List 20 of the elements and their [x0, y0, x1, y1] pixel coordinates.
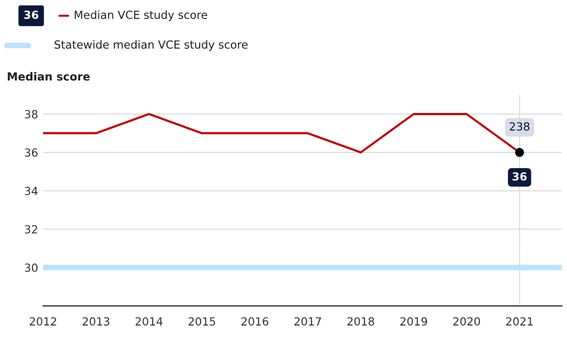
x-tick-label: 2012	[30, 317, 56, 326]
x-tick-label: 2015	[188, 317, 216, 326]
x-tick-label: 2014	[136, 317, 162, 326]
x-tick-label: 2021	[506, 317, 533, 326]
x-tick-label: 2017	[294, 317, 321, 326]
y-axis-title: Median score	[8, 72, 90, 81]
y-tick-label: 30	[24, 264, 38, 272]
y-tick-label: 36	[24, 148, 38, 157]
legend-label: Median VCE study score	[74, 10, 208, 22]
x-tick-label: 2020	[453, 317, 480, 326]
x-tick-label: 2018	[347, 317, 374, 326]
x-tick-label: 2016	[242, 317, 268, 326]
y-tick-label: 34	[24, 186, 38, 196]
y-tick-label: 32	[24, 225, 38, 234]
legend-label: Statewide median VCE study score	[54, 40, 248, 51]
annotation: 36	[512, 172, 527, 181]
x-tick-label: 2013	[82, 317, 110, 326]
x-tick-label: 2019	[400, 317, 428, 326]
annotation: 238	[510, 122, 530, 131]
y-tick-label: 38	[24, 110, 38, 118]
